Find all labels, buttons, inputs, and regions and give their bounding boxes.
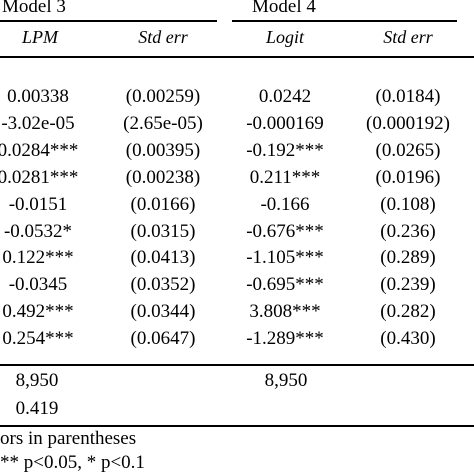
table-cell-logit-stderr: (0.108) <box>380 193 436 215</box>
model3-header: Model 3 <box>2 0 66 17</box>
n-model3: 8,950 <box>15 370 59 391</box>
col-stderr1-header: Std err <box>138 27 188 47</box>
table-cell-lpm-value: -0.0151 <box>8 193 68 215</box>
table-cell-lpm-stderr: (2.65e-05) <box>123 112 203 134</box>
table-cell-lpm-stderr: (0.00238) <box>125 166 201 188</box>
table-cell-lpm-value: 0.00338 <box>7 86 69 107</box>
table-cell-logit-value: -0.000169 <box>246 112 324 134</box>
model4-underline <box>232 20 457 22</box>
table-cell-logit-value: -1.289*** <box>246 328 324 350</box>
table-cell-lpm-stderr: (0.0344) <box>130 301 196 323</box>
table-cell-logit-value: 0.211*** <box>249 166 321 188</box>
table-cell-logit-value: -0.166 <box>260 193 310 215</box>
table-cell-lpm-value: 0.254*** <box>2 328 74 350</box>
table-cell-logit-stderr: (0.0184) <box>375 86 441 107</box>
table-cell-logit-stderr: (0.0196) <box>375 166 441 188</box>
table-cell-logit-value: -0.676*** <box>246 220 324 242</box>
table-cell-lpm-value: 0.122*** <box>2 247 74 269</box>
table-cell-logit-value: -1.105*** <box>246 247 324 269</box>
table-cell-lpm-stderr: (0.0166) <box>130 193 196 215</box>
table-cell-lpm-value: 0.0284*** <box>0 139 79 161</box>
note-line-1: ors in parentheses <box>0 428 137 449</box>
table-cell-logit-stderr: (0.239) <box>380 274 436 296</box>
col-lpm-header: LPM <box>22 27 58 47</box>
table-cell-lpm-value: -3.02e-05 <box>1 112 75 134</box>
n-model4: 8,950 <box>264 370 308 391</box>
table-cell-logit-value: -0.695*** <box>246 274 324 296</box>
table-cell-logit-value: -0.192*** <box>246 139 324 161</box>
header-rule <box>0 56 474 58</box>
table-cell-lpm-stderr: (0.0647) <box>130 328 196 350</box>
table-cell-logit-stderr: (0.236) <box>380 220 436 242</box>
table-cell-logit-value: 0.0242 <box>258 86 312 107</box>
table-cell-lpm-value: 0.492*** <box>2 301 74 323</box>
model3-underline <box>0 20 217 22</box>
model4-header: Model 4 <box>252 0 316 17</box>
col-logit-header: Logit <box>265 27 305 47</box>
table-cell-lpm-stderr: (0.00259) <box>125 86 201 107</box>
table-cell-lpm-value: -0.0345 <box>8 274 68 296</box>
table-cell-logit-stderr: (0.289) <box>380 247 436 269</box>
table-cell-logit-stderr: (0.282) <box>380 301 436 323</box>
body-bottom-rule <box>0 364 474 366</box>
table-cell-lpm-value: 0.0281*** <box>0 166 79 188</box>
table-cell-lpm-stderr: (0.0352) <box>130 274 196 296</box>
note-line-2: ** p<0.05, * p<0.1 <box>0 452 145 473</box>
table-cell-lpm-value: -0.0532* <box>3 220 73 242</box>
table-cell-logit-stderr: (0.000192) <box>366 112 450 134</box>
table-cell-lpm-stderr: (0.0413) <box>130 247 196 269</box>
table-cell-lpm-stderr: (0.0315) <box>130 220 196 242</box>
table-cell-logit-value: 3.808*** <box>249 301 321 323</box>
stats-bottom-rule <box>0 425 474 427</box>
table-cell-logit-stderr: (0.430) <box>380 328 436 350</box>
r2-model3: 0.419 <box>15 398 59 419</box>
table-cell-lpm-stderr: (0.00395) <box>125 139 201 161</box>
col-stderr2-header: Std err <box>383 27 433 47</box>
table-cell-logit-stderr: (0.0265) <box>375 139 441 161</box>
